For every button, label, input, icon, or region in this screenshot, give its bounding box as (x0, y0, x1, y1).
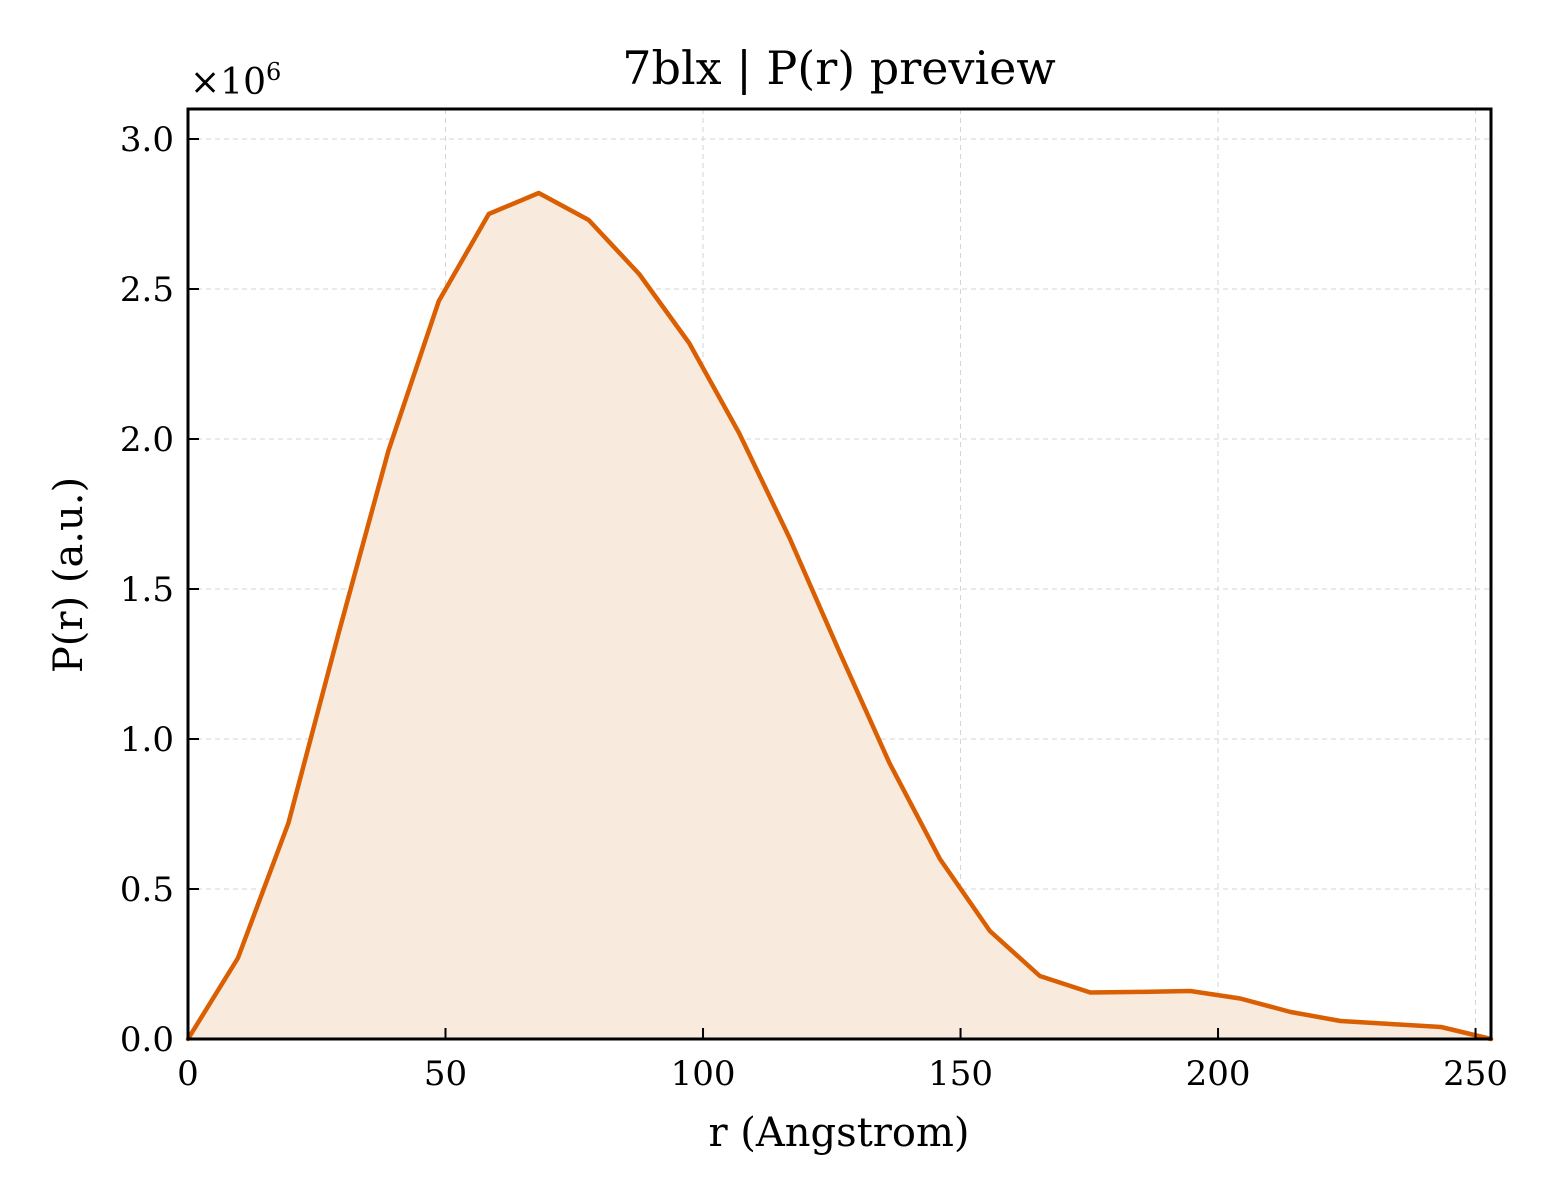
data-point (538, 192, 540, 194)
x-axis-label: r (Angstrom) (708, 1110, 969, 1156)
y-tick-label: 2.5 (120, 270, 174, 310)
data-point (237, 957, 239, 959)
data-point (839, 651, 840, 653)
y-axis-multiplier: ×106 (190, 58, 281, 103)
x-tick-label: 200 (1186, 1054, 1251, 1094)
x-tick-label: 100 (671, 1054, 736, 1094)
data-point (1239, 998, 1241, 999)
data-point (1340, 1020, 1342, 1022)
data-point (438, 300, 440, 302)
data-point (939, 858, 941, 860)
y-multiplier-exponent: 6 (266, 58, 281, 86)
x-tick-label: 0 (177, 1054, 199, 1094)
data-point (638, 273, 640, 275)
data-point (1440, 1026, 1442, 1028)
data-point (989, 930, 991, 932)
data-point (1290, 1011, 1292, 1013)
x-tick-label: 250 (1443, 1054, 1508, 1094)
data-point (337, 633, 339, 635)
data-point (1039, 975, 1041, 977)
y-tick-label: 2.0 (120, 420, 174, 460)
y-tick-label: 0.0 (120, 1020, 174, 1060)
y-tick-label: 0.5 (120, 870, 174, 910)
y-axis-label: P(r) (a.u.) (46, 477, 92, 673)
x-tick-label: 50 (424, 1054, 467, 1094)
data-point (488, 213, 490, 215)
chart-title: 7blx | P(r) preview (622, 41, 1056, 95)
pr-area-fill (188, 193, 1491, 1039)
data-point (1089, 992, 1091, 993)
data-point (1139, 991, 1141, 993)
data-point (1390, 1023, 1392, 1025)
y-multiplier-base: ×10 (190, 62, 266, 103)
axes-layer (186, 107, 1493, 1041)
y-tick-label: 1.0 (120, 720, 174, 760)
data-point (688, 342, 690, 344)
data-point (387, 450, 389, 452)
data-point (789, 537, 791, 539)
data-point (888, 762, 890, 764)
y-tick-label: 1.5 (120, 570, 174, 610)
y-tick-label: 3.0 (120, 120, 174, 160)
data-point (588, 219, 590, 221)
data-point (1189, 990, 1191, 992)
tick-label-layer: 0 50 100 150 200 250 0.0 0.5 1.0 1.5 2.0 2.5 3.0 (120, 120, 1508, 1094)
data-point (287, 822, 289, 824)
plot-frame (186, 107, 1493, 1041)
data-point (738, 432, 740, 434)
x-tick-label: 150 (928, 1054, 993, 1094)
